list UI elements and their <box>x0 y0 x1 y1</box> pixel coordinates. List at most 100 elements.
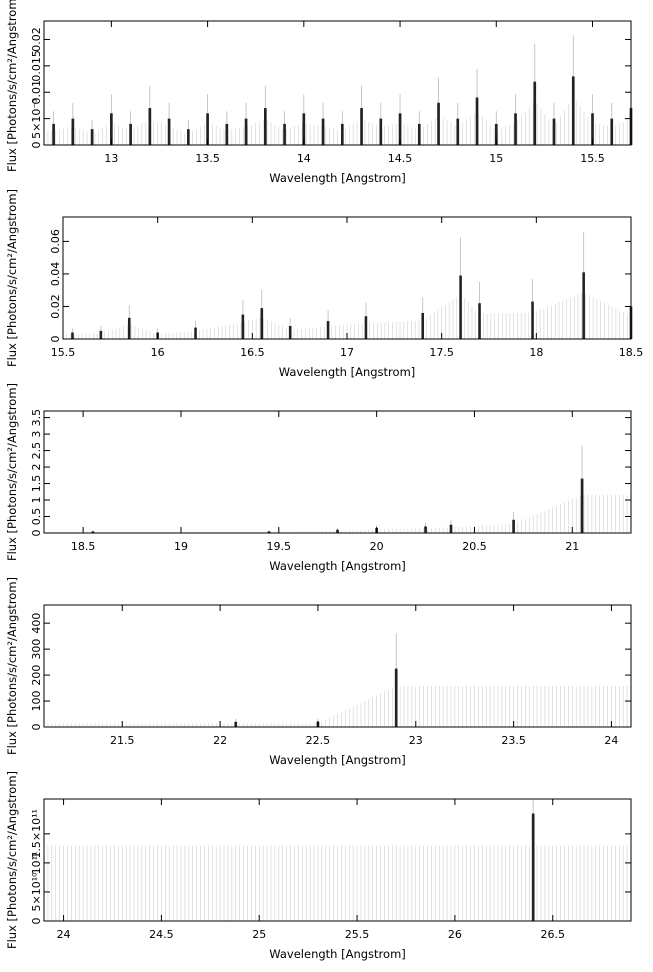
data-bar <box>531 301 534 339</box>
x-tick-label: 13 <box>104 152 118 165</box>
y-tick-label: 0.5 <box>30 508 43 526</box>
data-bar <box>394 668 398 727</box>
x-tick-label: 21.5 <box>110 734 135 747</box>
plot-frame <box>43 604 632 728</box>
y-tick-label: 2 <box>30 464 43 471</box>
x-tick-label: 14 <box>297 152 311 165</box>
chart-panel-2: 15.5 16 16.5 17 17.5 18 18.5 0 0.02 0.04 0.06 Wavel… <box>5 189 643 379</box>
data-bar <box>194 327 197 339</box>
data-bar <box>91 531 95 533</box>
data-bar <box>512 519 515 533</box>
x-axis-title: Wavelength [Angstrom] <box>279 365 416 379</box>
data-bar <box>580 478 584 533</box>
x-tick-label: 19.5 <box>267 540 292 553</box>
data-bar <box>90 129 94 145</box>
data-bar <box>437 102 440 145</box>
plot-frame <box>62 216 632 340</box>
data-bar <box>187 129 190 145</box>
x-tick-label: 24 <box>604 734 618 747</box>
y-tick-label: 2.5 <box>30 442 43 460</box>
x-tick-label: 26 <box>448 928 462 941</box>
data-bar <box>267 531 271 533</box>
y-axis-title: Flux [Photons/s/cm²/Angstrom] <box>5 189 19 367</box>
plot-frame <box>43 20 632 146</box>
x-tick-label: 20.5 <box>462 540 487 553</box>
x-tick-label: 21 <box>565 540 579 553</box>
data-bar <box>459 275 462 339</box>
y-axis-title: Flux [Photons/s/cm²/Angstrom] <box>5 0 19 172</box>
data-bar <box>225 123 229 145</box>
y-tick-label: 0.06 <box>49 229 62 254</box>
data-bar <box>456 118 460 145</box>
y-tick-label: 5×10¹⁰ <box>30 872 43 912</box>
x-tick-label: 16 <box>151 346 165 359</box>
x-axis-title: Wavelength [Angstrom] <box>269 171 406 185</box>
x-axis-title: Wavelength [Angstrom] <box>269 753 406 767</box>
y-tick-label: 0 <box>49 336 62 343</box>
data-bar <box>398 113 402 145</box>
data-bar <box>336 529 339 533</box>
data-bar <box>148 108 152 145</box>
y-tick-label: 0 <box>30 918 43 925</box>
y-tick-label: 3 <box>30 431 43 438</box>
data-bar <box>129 123 132 145</box>
x-tick-label: 15 <box>489 152 503 165</box>
x-tick-label: 17.5 <box>429 346 454 359</box>
chart-panel-4: 21.5 22 22.5 23 23.5 24 0 100 200 300 400 Wavelengt… <box>5 577 632 767</box>
x-tick-label: 24.5 <box>149 928 174 941</box>
y-tick-label: 0 <box>30 530 43 537</box>
data-bar <box>244 118 248 145</box>
y-tick-label: 5×10⁻³ <box>30 98 43 138</box>
y-tick-label: 200 <box>30 665 43 686</box>
data-bar <box>283 123 286 145</box>
x-tick-label: 18 <box>529 346 543 359</box>
x-tick-label: 25.5 <box>345 928 370 941</box>
data-bar <box>99 330 103 339</box>
x-axis-title: Wavelength [Angstrom] <box>269 559 406 573</box>
y-tick-label: 1.5 <box>30 475 43 493</box>
x-tick-label: 15.5 <box>580 152 605 165</box>
chart-panel-3: 18.5 19 19.5 20 20.5 21 0 0.5 1 1.5 2 2.5 3 3.5 Wavele… <box>5 383 632 573</box>
data-bar <box>234 721 238 727</box>
y-tick-label: 300 <box>30 639 43 660</box>
data-bar <box>424 526 427 533</box>
data-bar <box>494 123 498 145</box>
x-tick-label: 22 <box>213 734 227 747</box>
x-tick-label: 25 <box>252 928 266 941</box>
y-tick-label: 0.01 <box>30 80 43 105</box>
plot-frame <box>43 798 632 922</box>
x-tick-label: 19 <box>174 540 188 553</box>
data-bar <box>514 113 517 145</box>
data-bar <box>364 316 368 339</box>
data-bar <box>326 321 330 339</box>
data-bar <box>360 108 363 145</box>
y-tick-label: 400 <box>30 613 43 634</box>
data-bar <box>302 113 306 145</box>
x-axis-title: Wavelength [Angstrom] <box>269 947 406 961</box>
data-bar <box>449 524 453 533</box>
y-tick-label: 100 <box>30 691 43 712</box>
data-bar <box>71 332 74 339</box>
data-bar <box>475 97 479 145</box>
y-tick-label: 0 <box>30 142 43 149</box>
x-tick-label: 20 <box>370 540 384 553</box>
x-tick-label: 18.5 <box>619 346 644 359</box>
data-bar <box>379 118 383 145</box>
data-bar <box>263 108 267 145</box>
y-axis-title: Flux [Photons/s/cm²/Angstrom] <box>5 383 19 561</box>
x-tick-label: 17 <box>340 346 354 359</box>
data-bar <box>582 272 585 339</box>
data-bar <box>241 314 245 339</box>
y-tick-label: 0.02 <box>30 27 43 52</box>
data-bar <box>571 76 575 145</box>
data-bar <box>340 123 344 145</box>
data-bar <box>591 113 594 145</box>
data-bar <box>167 118 171 145</box>
y-tick-label: 0.04 <box>49 262 62 287</box>
data-bar <box>288 325 292 339</box>
y-tick-label: 1 <box>30 497 43 504</box>
y-tick-label: 0.02 <box>49 294 62 319</box>
x-tick-label: 24 <box>57 928 71 941</box>
data-bar <box>478 303 481 339</box>
